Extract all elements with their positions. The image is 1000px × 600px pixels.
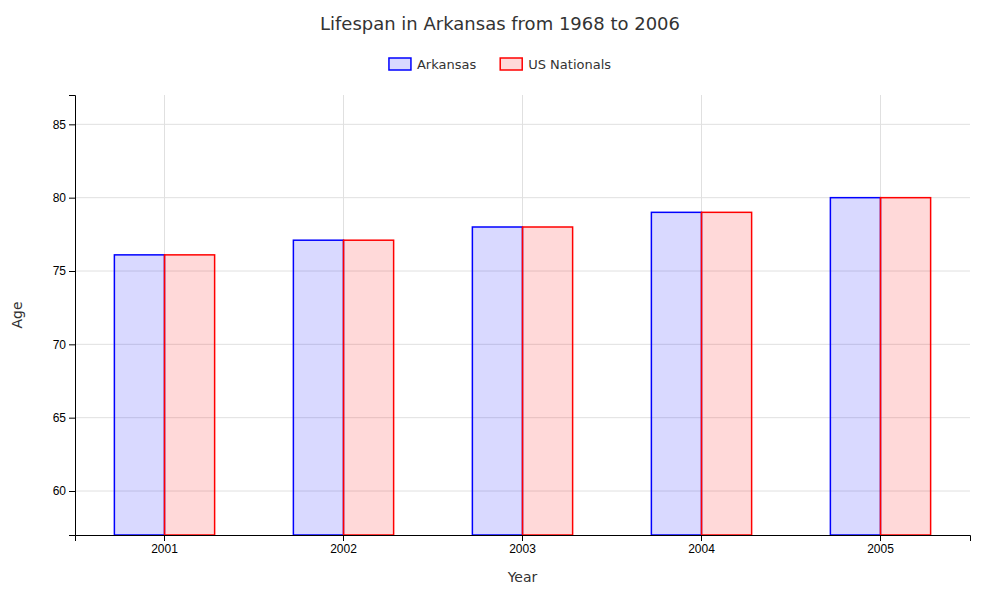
bar [830,198,880,535]
legend-swatch [500,58,522,70]
x-tick: 2004 [688,535,715,556]
y-tick: 65 [53,411,75,425]
x-axis-title: Year [507,569,538,585]
y-tick-mark [69,491,75,492]
x-tick: 2003 [509,535,536,556]
y-tick-mark [69,198,75,199]
bars [114,198,930,535]
x-tick-label: 2002 [330,542,357,556]
bar [651,212,701,535]
y-tick: 70 [53,338,75,352]
bar [881,198,931,535]
y-tick-label: 85 [53,118,67,132]
y-tick: 85 [53,118,75,132]
x-tick-label: 2004 [688,542,715,556]
y-tick-mark [69,271,75,272]
y-tick-label: 65 [53,411,67,425]
x-tick-mark [343,535,344,541]
x-tick-mark [522,535,523,541]
y-tick: 80 [53,191,75,205]
legend-item: US Nationals [500,57,611,72]
bar-series [165,198,931,535]
x-tick-mark [880,535,881,541]
x-tick-label: 2003 [509,542,536,556]
legend-swatch [389,58,411,70]
legend-label: US Nationals [528,57,611,72]
bar [472,227,522,535]
x-axis-line [76,536,971,542]
x-tick: 2005 [867,535,894,556]
y-axis-title: Age [9,301,25,328]
chart: 2001 2002 2003 2004 2005 60 65 70 75 80 85 Year Age L… [0,0,1000,600]
grid [75,95,970,535]
x-tick-label: 2005 [867,542,894,556]
legend: Arkansas US Nationals [389,57,611,72]
bar [114,255,164,535]
legend-item: Arkansas [389,57,476,72]
bar [165,255,215,535]
y-tick-mark [69,344,75,345]
plot-area: 2001 2002 2003 2004 2005 60 65 70 75 80 85 [53,95,971,556]
x-tick-label: 2001 [151,542,178,556]
bar-series [114,198,880,535]
y-axis: 60 65 70 75 80 85 [53,96,76,536]
bar [293,240,343,535]
y-axis-line [69,96,76,536]
y-tick-mark [69,124,75,125]
x-tick-mark [701,535,702,541]
title: Lifespan in Arkansas from 1968 to 2006 [320,13,680,34]
x-tick-mark [164,535,165,541]
bar [702,212,752,535]
y-tick-label: 60 [53,484,67,498]
x-axis: 2001 2002 2003 2004 2005 [76,535,971,556]
y-tick-label: 70 [53,338,67,352]
y-tick: 60 [53,484,75,498]
y-tick: 75 [53,264,75,278]
bar [344,240,394,535]
bar [523,227,573,535]
y-tick-mark [69,418,75,419]
legend-label: Arkansas [417,57,476,72]
x-tick: 2002 [330,535,357,556]
y-tick-label: 75 [53,264,67,278]
x-tick: 2001 [151,535,178,556]
y-tick-label: 80 [53,191,67,205]
